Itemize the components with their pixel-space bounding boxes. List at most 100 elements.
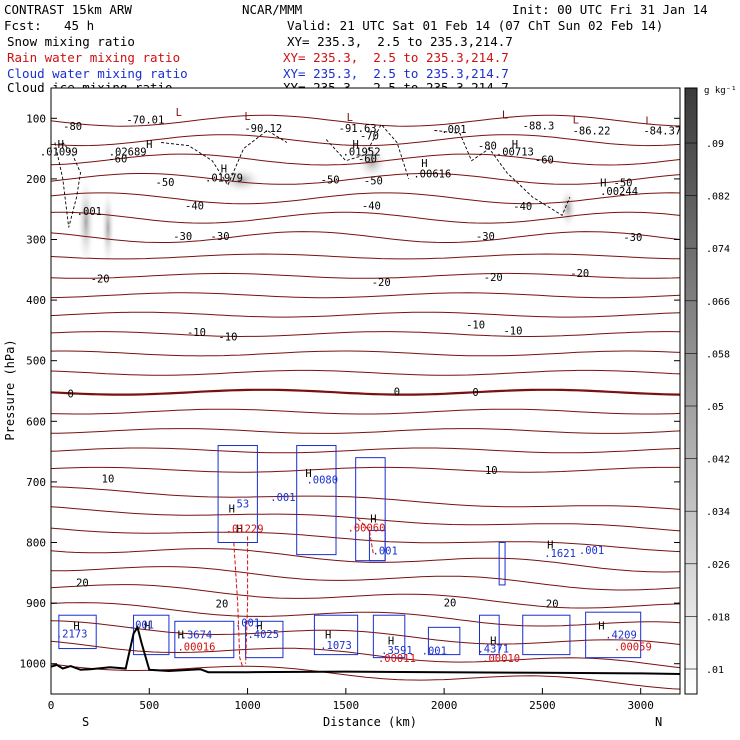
low-marker: L: [244, 111, 250, 123]
low-marker: L: [347, 112, 353, 124]
isotherm: [50, 548, 681, 573]
isotherm: [50, 192, 681, 205]
isotherm-label: -84.37: [643, 125, 681, 137]
isotherm-label: -91.63: [339, 123, 377, 135]
isotherm: [50, 640, 681, 669]
cloud-water-contour: [174, 620, 235, 659]
high-marker: H: [305, 468, 311, 480]
y-tick-label: 400: [26, 294, 46, 307]
colorbar-label: .026: [706, 560, 730, 571]
field-cloudwater-xy: XY= 235.3, 2.5 to 235.3,214.7: [283, 66, 509, 81]
isotherm: [50, 173, 681, 185]
zero-isotherm: [50, 388, 681, 396]
low-marker: L: [573, 115, 579, 127]
rain-max-label: .00010: [482, 653, 520, 665]
isotherm-label: -70.01: [126, 115, 164, 127]
isotherm: [50, 311, 681, 318]
isotherm: [50, 408, 681, 415]
isotherm: [50, 272, 681, 279]
x-tick-label: 1000: [234, 699, 261, 712]
snow-max-label: .01979: [205, 173, 243, 185]
cloud-water-max-label: .3674: [181, 630, 213, 642]
isotherm-label: -30: [211, 231, 230, 243]
high-marker: H: [325, 630, 331, 642]
colorbar-unit: g kg⁻¹: [704, 86, 737, 96]
field-snow-name: Snow mixing ratio: [7, 34, 135, 49]
cloud-water-max-label: .53: [230, 499, 249, 511]
field-rain-name: Rain water mixing ratio: [7, 50, 181, 65]
isotherm: [50, 292, 681, 299]
high-marker: H: [146, 139, 152, 151]
model-title: CONTRAST 15km ARW: [4, 2, 132, 17]
x-tick-label: 1500: [333, 699, 360, 712]
snow-area: [77, 174, 95, 270]
field-cloudwater-name: Cloud water mixing ratio: [7, 66, 188, 81]
isotherm-label: -88.3: [523, 121, 555, 133]
low-marker: L: [176, 107, 182, 119]
isotherm-label: -50: [614, 178, 633, 190]
cloud-water-max-label: .4209: [605, 630, 637, 642]
high-marker: H: [421, 158, 427, 170]
isotherm-label: -10: [466, 319, 485, 331]
isotherm: [50, 350, 681, 357]
rain-max-label: .00059: [614, 642, 652, 654]
isotherm: [50, 153, 681, 166]
isotherm-label: 20: [444, 597, 457, 609]
valid-time: Valid: 21 UTC Sat 01 Feb 14 (07 ChT Sun …: [287, 18, 664, 33]
high-marker: H: [144, 621, 150, 633]
snow-max-label: .00244: [600, 186, 638, 198]
colorbar-label: .034: [706, 507, 730, 518]
cloud-water-max-label: .0080: [306, 474, 338, 486]
isotherm-label: -50: [156, 177, 175, 189]
cloud-ice-contour: [325, 123, 410, 180]
cloud-water-max-label: .1073: [320, 640, 352, 652]
endpoint-right: N: [655, 715, 662, 729]
isotherm-label: -50: [321, 175, 340, 187]
cloud-water-contour: [296, 445, 337, 556]
high-marker: H: [490, 636, 496, 648]
cloud-ice-contours: [54, 123, 571, 228]
cloud-water-contour: [245, 620, 284, 659]
high-marker: H: [178, 630, 184, 642]
rain-max-label: .00016: [177, 642, 215, 654]
high-marker: H: [353, 139, 359, 151]
cloud-ice-contour: [54, 142, 81, 228]
rain-max-label: .01229: [226, 524, 264, 536]
cloud-water-contour: [427, 626, 461, 656]
rain-water-contours: [233, 517, 374, 667]
center-title: NCAR/MMM: [242, 2, 303, 17]
init-time: Init: 00 UTC Fri 31 Jan 14: [512, 2, 708, 17]
snow-shading: [77, 144, 577, 270]
isotherm-label: 0: [67, 388, 73, 400]
colorbar: [684, 87, 698, 695]
cloud-water-contour: [313, 614, 359, 656]
isotherm-label: -10: [218, 331, 237, 343]
field-snow-xy: XY= 235.3, 2.5 to 235.3,214.7: [287, 34, 513, 49]
colorbar-label: .05: [706, 402, 724, 413]
high-marker: H: [600, 178, 606, 190]
colorbar-label: .018: [706, 612, 730, 623]
snow-max-label: .02689: [109, 147, 147, 159]
x-axis-label: Distance (km): [323, 715, 417, 729]
x-tick-label: 2000: [431, 699, 458, 712]
snow-max-label: .00616: [413, 168, 451, 180]
isotherm-label: 20: [76, 577, 89, 589]
isotherm-label: -60: [535, 155, 554, 167]
isotherm-labels: -70.01 -90.12 -91.63 -88.3 -86.22 -84.37 -80 -8…: [63, 115, 681, 611]
isotherm: [50, 620, 681, 645]
isotherm-label: -10: [187, 327, 206, 339]
isotherm: [51, 566, 681, 591]
cloud-water-contour: [372, 614, 406, 659]
y-tick-label: 900: [26, 597, 46, 610]
high-marker: H: [58, 139, 64, 151]
isotherm-label: -70: [360, 130, 379, 142]
y-tick-label: 700: [26, 476, 46, 489]
colorbar-label: .082: [706, 192, 730, 203]
x-tick-label: 3000: [627, 699, 654, 712]
high-marker: H: [256, 621, 262, 633]
isotherm-label: -86.22: [573, 125, 611, 137]
forecast-label: Fcst:: [4, 18, 42, 33]
isotherm-label: -90.12: [244, 123, 282, 135]
high-marker: H: [512, 139, 518, 151]
snow-max-label: .001: [441, 124, 466, 136]
